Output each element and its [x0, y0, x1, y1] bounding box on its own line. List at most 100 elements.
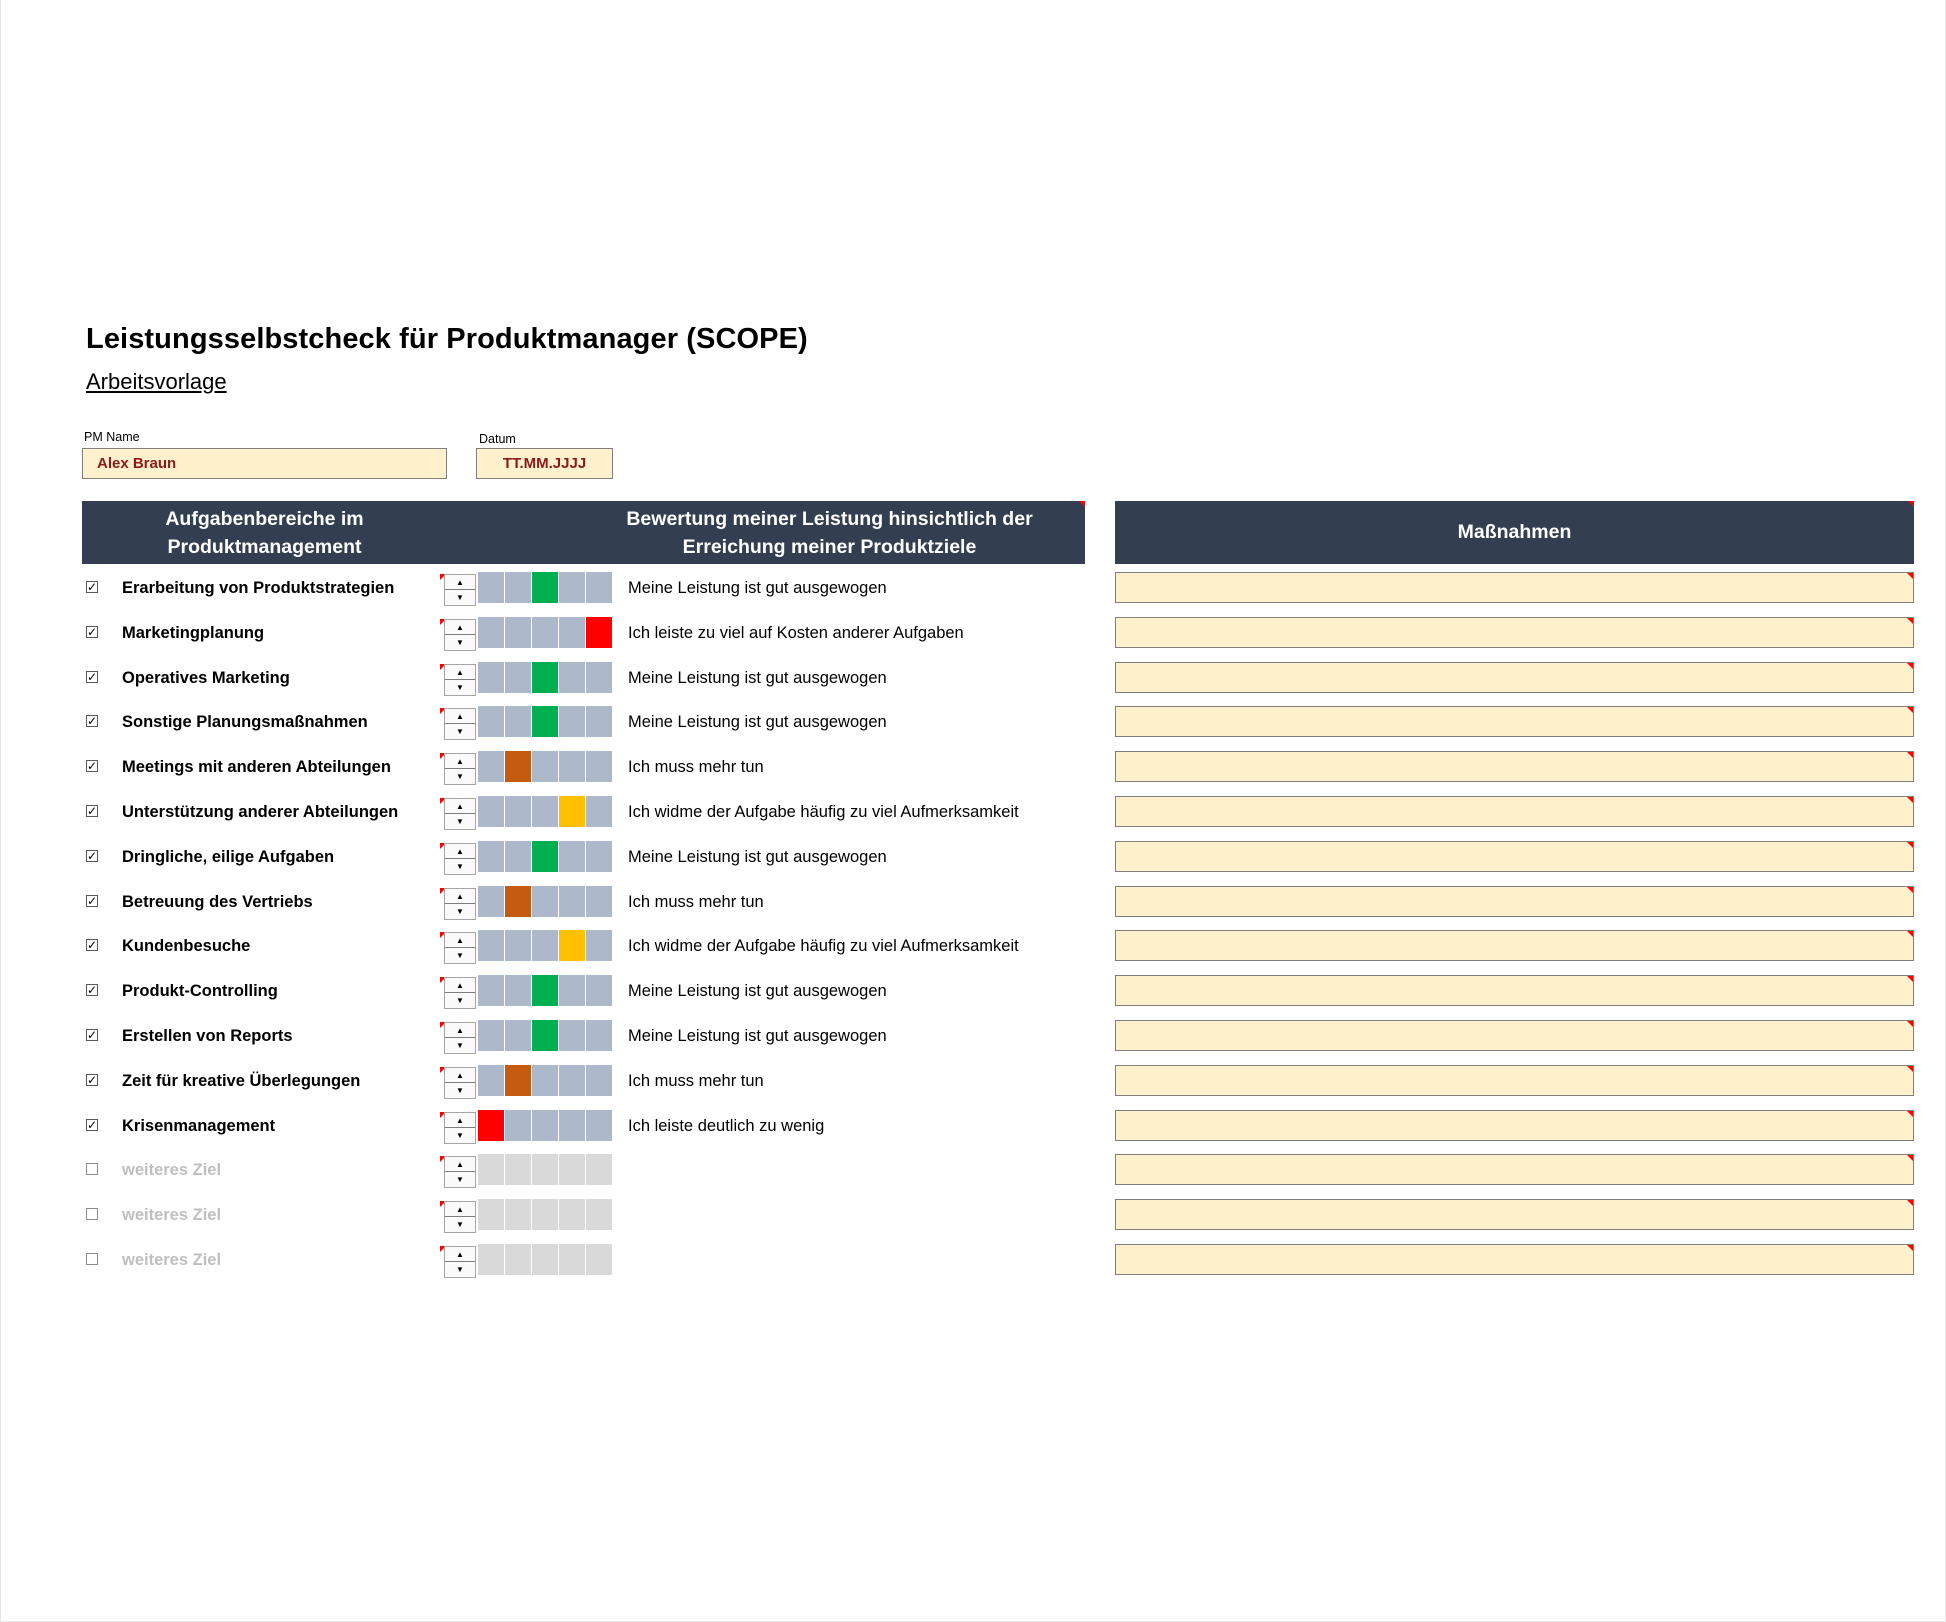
- task-label[interactable]: Meetings mit anderen Abteilungen: [122, 758, 391, 777]
- measure-input[interactable]: [1115, 1154, 1914, 1186]
- rating-spinner[interactable]: ▲ ▼: [444, 1156, 476, 1189]
- spin-down-icon[interactable]: ▼: [456, 996, 464, 1006]
- spin-down-icon[interactable]: ▼: [456, 682, 464, 692]
- rating-spinner[interactable]: ▲ ▼: [444, 753, 476, 786]
- spin-up-icon[interactable]: ▲: [445, 844, 475, 859]
- row-checkbox[interactable]: ✓: [86, 1028, 98, 1042]
- measure-input[interactable]: [1115, 661, 1914, 693]
- spin-up-icon[interactable]: ▲: [445, 933, 475, 949]
- measure-input[interactable]: [1115, 1244, 1914, 1275]
- comment-indicator-icon[interactable]: [1907, 841, 1913, 848]
- row-checkbox[interactable]: [86, 1253, 98, 1265]
- task-label[interactable]: Betreuung des Vertriebs: [122, 892, 313, 911]
- comment-indicator-icon[interactable]: [440, 842, 446, 849]
- spin-up-icon[interactable]: ▲: [445, 709, 475, 725]
- row-checkbox[interactable]: ✓: [86, 714, 98, 729]
- rating-spinner[interactable]: ▲ ▼: [444, 932, 476, 965]
- spin-down-icon[interactable]: ▼: [456, 1265, 464, 1274]
- comment-indicator-icon[interactable]: [440, 1022, 446, 1028]
- measure-input[interactable]: [1115, 885, 1914, 917]
- rating-spinner[interactable]: ▲ ▼: [444, 663, 476, 696]
- task-label[interactable]: weiteres Ziel: [122, 1161, 222, 1180]
- task-label[interactable]: Dringliche, eilige Aufgaben: [122, 847, 335, 866]
- rating-spinner[interactable]: ▲ ▼: [444, 1201, 476, 1234]
- row-checkbox[interactable]: ✓: [86, 1117, 98, 1132]
- spin-up-icon[interactable]: ▲: [445, 978, 475, 994]
- task-label[interactable]: Sonstige Planungsmaßnahmen: [122, 713, 368, 732]
- spin-down-icon[interactable]: ▼: [456, 1041, 464, 1050]
- spin-down-icon[interactable]: ▼: [456, 593, 464, 602]
- comment-indicator-icon[interactable]: [1907, 707, 1913, 714]
- rating-spinner[interactable]: ▲ ▼: [444, 842, 476, 875]
- spin-down-icon[interactable]: ▼: [456, 727, 464, 737]
- pm-name-field[interactable]: Alex Braun: [82, 448, 447, 479]
- measure-input[interactable]: [1115, 751, 1914, 783]
- measure-input[interactable]: [1115, 840, 1914, 872]
- spin-up-icon[interactable]: ▲: [445, 1157, 475, 1173]
- spin-up-icon[interactable]: ▲: [445, 665, 475, 680]
- rating-spinner[interactable]: ▲ ▼: [444, 574, 476, 606]
- spin-down-icon[interactable]: ▼: [456, 637, 464, 647]
- comment-indicator-icon[interactable]: [1907, 1200, 1913, 1207]
- comment-indicator-icon[interactable]: [1907, 573, 1913, 579]
- task-label[interactable]: Erstellen von Reports: [122, 1027, 293, 1045]
- spin-up-icon[interactable]: ▲: [445, 1113, 475, 1128]
- row-checkbox[interactable]: ✓: [86, 848, 98, 863]
- rating-spinner[interactable]: ▲ ▼: [444, 798, 476, 830]
- task-label[interactable]: Produkt-Controlling: [122, 982, 278, 1001]
- comment-indicator-icon[interactable]: [1907, 1065, 1913, 1072]
- comment-indicator-icon[interactable]: [1907, 886, 1913, 893]
- comment-indicator-icon[interactable]: [440, 1066, 446, 1073]
- rating-spinner[interactable]: ▲ ▼: [444, 618, 476, 651]
- date-field[interactable]: TT.MM.JJJJ: [476, 448, 613, 479]
- comment-indicator-icon[interactable]: [1907, 752, 1913, 759]
- row-checkbox[interactable]: ✓: [86, 1072, 98, 1087]
- comment-indicator-icon[interactable]: [1907, 1110, 1913, 1117]
- task-label[interactable]: Unterstützung anderer Abteilungen: [122, 803, 399, 821]
- measure-input[interactable]: [1115, 572, 1914, 603]
- row-checkbox[interactable]: ✓: [86, 938, 98, 953]
- spin-up-icon[interactable]: ▲: [445, 1068, 475, 1083]
- spin-down-icon[interactable]: ▼: [456, 861, 464, 871]
- spin-down-icon[interactable]: ▼: [456, 817, 464, 826]
- task-label[interactable]: Zeit für kreative Überlegungen: [122, 1071, 361, 1090]
- row-checkbox[interactable]: ✓: [86, 983, 98, 998]
- row-checkbox[interactable]: ✓: [86, 624, 98, 639]
- measure-input[interactable]: [1115, 1109, 1914, 1141]
- spin-up-icon[interactable]: ▲: [445, 1247, 475, 1262]
- comment-indicator-icon[interactable]: [440, 977, 446, 984]
- comment-indicator-icon[interactable]: [440, 932, 446, 939]
- row-checkbox[interactable]: ✓: [86, 893, 98, 908]
- comment-indicator-icon[interactable]: [440, 753, 446, 760]
- measure-input[interactable]: [1115, 1020, 1914, 1051]
- spin-down-icon[interactable]: ▼: [456, 1220, 464, 1230]
- measure-input[interactable]: [1115, 706, 1914, 738]
- spin-down-icon[interactable]: ▼: [456, 951, 464, 961]
- measure-input[interactable]: [1115, 1064, 1914, 1096]
- comment-indicator-icon[interactable]: [440, 1111, 446, 1118]
- row-checkbox[interactable]: ✓: [86, 669, 98, 684]
- row-checkbox[interactable]: [86, 1163, 98, 1176]
- comment-indicator-icon[interactable]: [440, 1201, 446, 1208]
- comment-indicator-icon[interactable]: [1079, 501, 1085, 507]
- rating-spinner[interactable]: ▲ ▼: [444, 887, 476, 920]
- rating-spinner[interactable]: ▲ ▼: [444, 1111, 476, 1144]
- comment-indicator-icon[interactable]: [1908, 501, 1914, 507]
- rating-spinner[interactable]: ▲ ▼: [444, 977, 476, 1010]
- comment-indicator-icon[interactable]: [1907, 1021, 1913, 1027]
- rating-spinner[interactable]: ▲ ▼: [444, 1066, 476, 1099]
- task-label[interactable]: Krisenmanagement: [122, 1116, 276, 1135]
- comment-indicator-icon[interactable]: [440, 708, 446, 715]
- task-label[interactable]: weiteres Ziel: [122, 1206, 222, 1225]
- comment-indicator-icon[interactable]: [1907, 797, 1913, 803]
- comment-indicator-icon[interactable]: [440, 1156, 446, 1163]
- spin-up-icon[interactable]: ▲: [445, 1202, 475, 1218]
- spin-up-icon[interactable]: ▲: [445, 889, 475, 904]
- spin-down-icon[interactable]: ▼: [456, 1130, 464, 1140]
- measure-input[interactable]: [1115, 796, 1914, 827]
- spin-up-icon[interactable]: ▲: [445, 575, 475, 590]
- task-label[interactable]: Operatives Marketing: [122, 668, 290, 687]
- measure-input[interactable]: [1115, 975, 1914, 1007]
- row-checkbox[interactable]: ✓: [86, 804, 98, 818]
- spin-up-icon[interactable]: ▲: [445, 1023, 475, 1038]
